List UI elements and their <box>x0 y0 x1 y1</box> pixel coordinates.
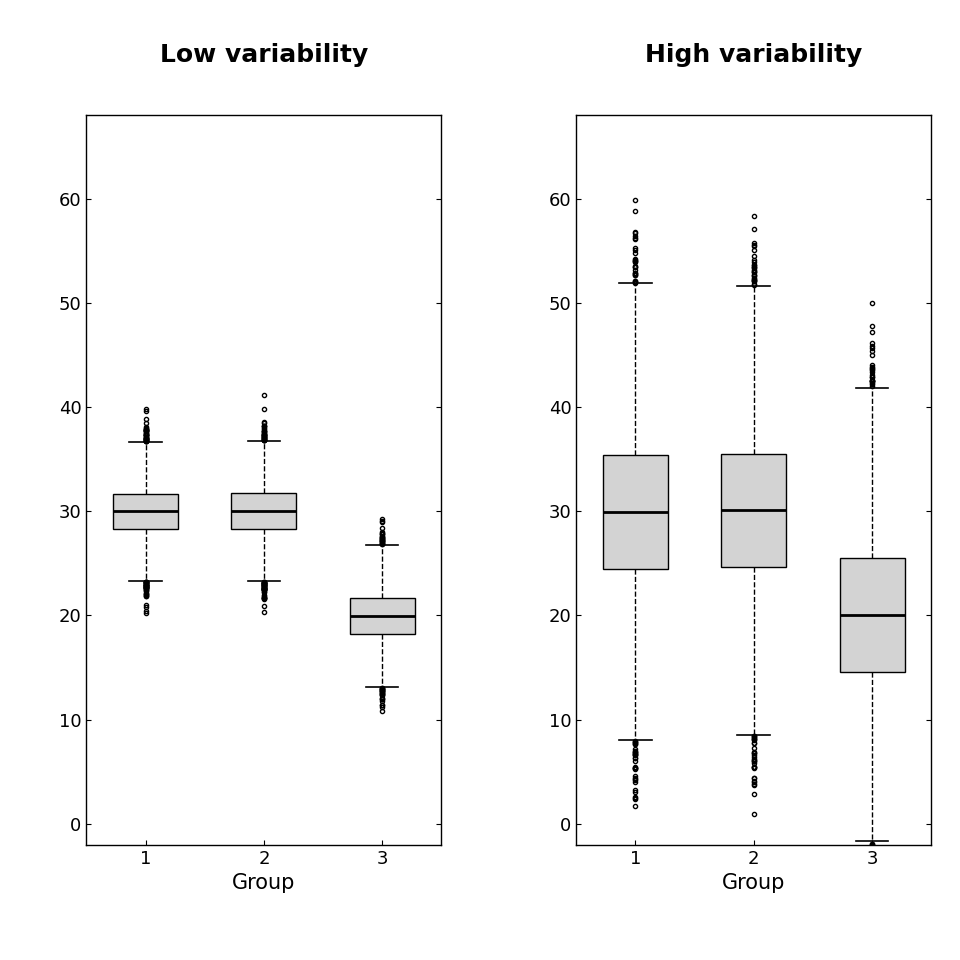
X-axis label: Group: Group <box>722 874 785 893</box>
PathPatch shape <box>231 493 297 529</box>
PathPatch shape <box>113 493 179 529</box>
PathPatch shape <box>721 454 786 566</box>
Text: Low variability: Low variability <box>159 43 368 67</box>
PathPatch shape <box>839 558 904 672</box>
Text: High variability: High variability <box>645 43 862 67</box>
PathPatch shape <box>603 455 668 569</box>
PathPatch shape <box>349 598 415 634</box>
X-axis label: Group: Group <box>232 874 296 893</box>
